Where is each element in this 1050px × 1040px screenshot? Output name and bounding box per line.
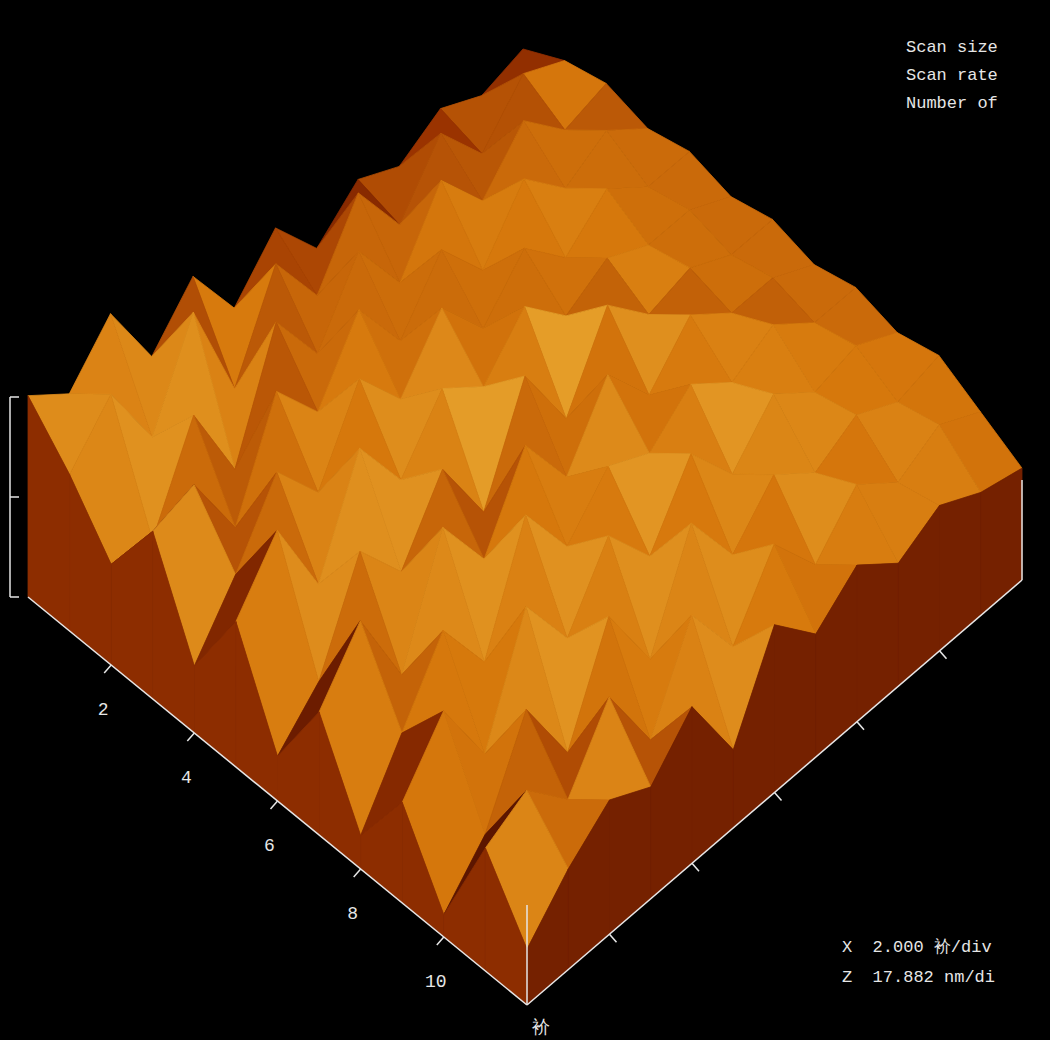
svg-text:8: 8 [347,904,358,924]
svg-text:6: 6 [264,836,275,856]
svg-text:Scan size: Scan size [906,38,998,57]
svg-text:2: 2 [98,700,109,720]
svg-text:衸: 衸 [532,1018,550,1038]
svg-text:10: 10 [425,972,447,992]
svg-text:Scan rate: Scan rate [906,66,998,85]
svg-text:X 2.000 衸/div: X 2.000 衸/div [842,937,992,957]
svg-text:Z 17.882 nm/di: Z 17.882 nm/di [842,968,995,987]
svg-text:Number of: Number of [906,94,998,113]
svg-text:4: 4 [181,768,192,788]
